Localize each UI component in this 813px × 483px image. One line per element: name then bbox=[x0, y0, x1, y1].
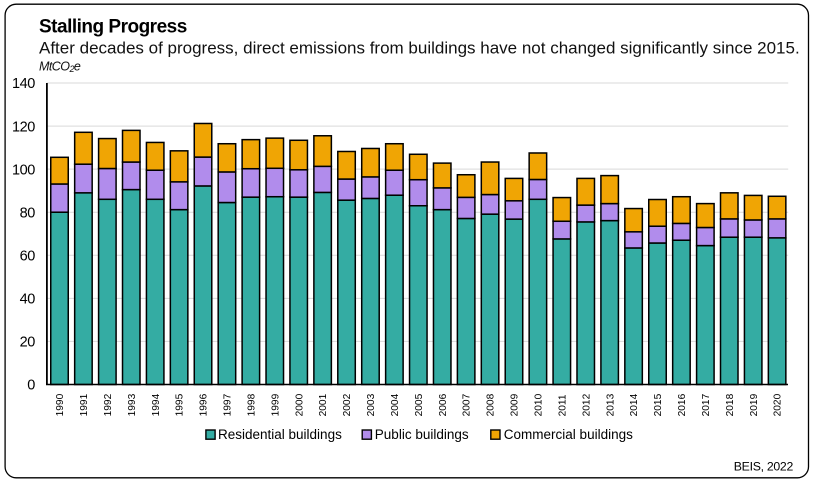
svg-text:1995: 1995 bbox=[175, 393, 186, 416]
svg-text:2018: 2018 bbox=[725, 393, 736, 416]
svg-text:Residential buildings: Residential buildings bbox=[218, 427, 342, 442]
svg-text:1999: 1999 bbox=[270, 393, 281, 416]
svg-text:2016: 2016 bbox=[677, 393, 688, 416]
svg-text:0: 0 bbox=[27, 378, 35, 394]
svg-text:2009: 2009 bbox=[510, 393, 521, 416]
svg-text:1992: 1992 bbox=[103, 393, 114, 416]
svg-text:2013: 2013 bbox=[605, 393, 616, 416]
svg-text:1990: 1990 bbox=[55, 393, 66, 416]
svg-text:2007: 2007 bbox=[462, 393, 473, 416]
svg-text:2019: 2019 bbox=[749, 393, 760, 416]
svg-text:2017: 2017 bbox=[701, 393, 712, 416]
svg-text:2012: 2012 bbox=[581, 393, 592, 416]
svg-text:1997: 1997 bbox=[223, 393, 234, 416]
svg-text:2004: 2004 bbox=[390, 393, 401, 416]
svg-text:100: 100 bbox=[12, 162, 35, 178]
svg-text:2001: 2001 bbox=[318, 393, 329, 416]
svg-text:1998: 1998 bbox=[246, 393, 257, 416]
svg-text:2006: 2006 bbox=[438, 393, 449, 416]
svg-text:1996: 1996 bbox=[199, 393, 210, 416]
svg-text:2020: 2020 bbox=[773, 393, 784, 416]
svg-text:140: 140 bbox=[12, 76, 35, 92]
svg-text:2003: 2003 bbox=[366, 393, 377, 416]
svg-text:2014: 2014 bbox=[629, 393, 640, 416]
svg-text:60: 60 bbox=[20, 248, 36, 264]
svg-text:Commercial buildings: Commercial buildings bbox=[504, 427, 633, 442]
svg-text:After decades of progress, dir: After decades of progress, direct emissi… bbox=[39, 39, 800, 58]
svg-text:Public buildings: Public buildings bbox=[375, 427, 469, 442]
svg-text:120: 120 bbox=[12, 119, 35, 135]
svg-text:40: 40 bbox=[20, 292, 36, 308]
svg-text:2011: 2011 bbox=[557, 394, 568, 416]
svg-text:80: 80 bbox=[20, 205, 36, 221]
svg-text:1991: 1991 bbox=[79, 393, 90, 416]
svg-text:1994: 1994 bbox=[151, 393, 162, 416]
svg-text:BEIS, 2022: BEIS, 2022 bbox=[734, 460, 794, 474]
svg-text:2010: 2010 bbox=[534, 393, 545, 416]
svg-text:2015: 2015 bbox=[653, 393, 664, 416]
svg-text:2005: 2005 bbox=[414, 393, 425, 416]
svg-text:1993: 1993 bbox=[127, 393, 138, 416]
svg-text:2008: 2008 bbox=[486, 393, 497, 416]
svg-text:20: 20 bbox=[20, 335, 36, 351]
svg-text:MtCO2e: MtCO2e bbox=[39, 60, 81, 75]
svg-text:2002: 2002 bbox=[342, 393, 353, 416]
svg-text:Stalling Progress: Stalling Progress bbox=[39, 16, 187, 37]
svg-text:2000: 2000 bbox=[294, 393, 305, 416]
